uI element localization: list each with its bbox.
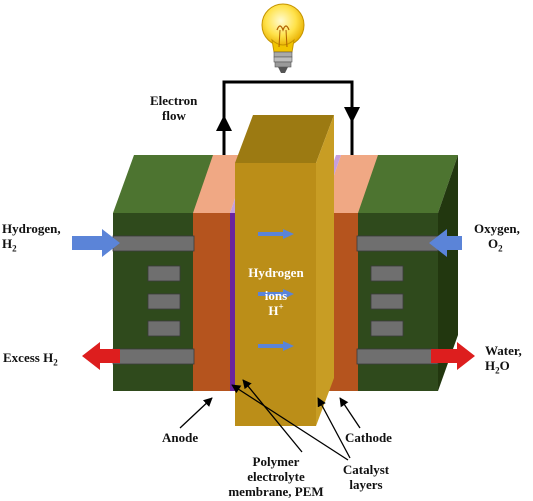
cathode-pointer: [339, 397, 361, 429]
excess-h2-label: Excess H2: [3, 350, 58, 368]
water-output-label: Water, H2O: [485, 343, 522, 376]
hydrogen-in-arrow: [72, 229, 120, 257]
light-bulb-icon: [261, 3, 305, 73]
anode-label: Anode: [162, 430, 199, 445]
hydrogen-input-label: Hydrogen, H2: [2, 221, 61, 254]
electron-down-arrow: [344, 107, 360, 123]
cathode-channel-bars: [356, 235, 439, 365]
oxygen-in-arrow: [429, 229, 462, 257]
pointer-lines: [179, 379, 361, 461]
catalyst-layers-label: Catalyst layers: [342, 462, 390, 492]
ion-flow-arrows: [258, 229, 294, 351]
electron-up-arrow: [216, 115, 232, 131]
pem-pointer: [242, 379, 303, 453]
cathode-label: Cathode: [345, 430, 392, 445]
water-out-arrow: [431, 342, 475, 370]
electron-flow-label: Electron flow: [150, 93, 198, 123]
pem-label: Polymer electrolyte membrane, PEM: [228, 454, 324, 499]
anode-pointer: [179, 397, 213, 429]
oxygen-input-label: Oxygen, O2: [474, 221, 520, 254]
catalyst-pointer-left: [231, 384, 349, 461]
catalyst-pointer-right: [317, 397, 351, 459]
hydrogen-ions-label: Hydrogen ions H+: [248, 265, 304, 318]
excess-h2-out-arrow: [82, 342, 120, 370]
